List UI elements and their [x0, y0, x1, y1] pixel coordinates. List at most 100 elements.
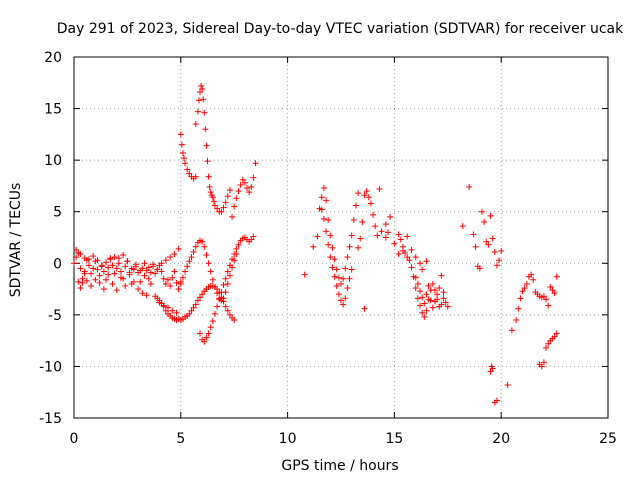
data-point [323, 197, 330, 204]
data-point [77, 285, 84, 292]
data-point [523, 280, 530, 287]
data-point [109, 280, 116, 287]
data-point [412, 274, 419, 281]
data-point [186, 258, 193, 265]
data-point [100, 286, 107, 293]
data-point [329, 264, 336, 271]
data-point [417, 302, 424, 309]
data-point [132, 263, 139, 270]
data-point [77, 251, 84, 258]
data-point [231, 317, 238, 324]
data-point [96, 279, 103, 286]
data-point [314, 233, 321, 240]
data-point [434, 291, 441, 298]
data-point [220, 295, 227, 302]
data-point [252, 160, 259, 167]
data-point [357, 235, 364, 242]
data-point [352, 202, 359, 209]
data-point [211, 310, 218, 317]
data-point [177, 280, 184, 287]
data-point [111, 254, 118, 261]
data-point [169, 274, 176, 281]
data-point [205, 173, 212, 180]
data-point [205, 330, 212, 337]
data-point [139, 290, 146, 297]
data-point [342, 265, 349, 272]
data-point [427, 297, 434, 304]
data-point [77, 265, 84, 272]
data-point [397, 236, 404, 243]
data-point [113, 265, 120, 272]
data-point [162, 280, 169, 287]
data-point [126, 269, 133, 276]
data-point [79, 279, 86, 286]
data-point [94, 257, 101, 264]
data-point [318, 206, 325, 213]
data-point [207, 324, 214, 331]
data-point [504, 381, 511, 388]
x-tick-label: 15 [385, 431, 403, 447]
data-point [128, 265, 135, 272]
data-point [203, 142, 210, 149]
data-point [244, 184, 251, 191]
data-point [182, 268, 189, 275]
data-point [167, 254, 174, 261]
data-point [211, 202, 218, 209]
data-point [429, 304, 436, 311]
data-point [419, 294, 426, 301]
data-point [158, 300, 165, 307]
data-point [83, 277, 90, 284]
data-point [222, 275, 229, 282]
data-point [335, 274, 342, 281]
data-point [178, 141, 185, 148]
data-point [246, 189, 253, 196]
data-point [164, 276, 171, 283]
data-point [551, 333, 558, 340]
data-point [517, 295, 524, 302]
data-point [233, 195, 240, 202]
data-point [229, 256, 236, 263]
data-point [382, 234, 389, 241]
data-point [162, 257, 169, 264]
data-point [203, 252, 210, 259]
data-point [179, 274, 186, 281]
data-point [429, 280, 436, 287]
data-point [395, 231, 402, 238]
data-point [431, 298, 438, 305]
data-point [513, 317, 520, 324]
data-point [205, 260, 212, 267]
data-point [359, 219, 366, 226]
data-point [206, 183, 213, 190]
data-point [202, 126, 209, 133]
data-point [90, 265, 97, 272]
data-point [419, 309, 426, 316]
data-point [201, 338, 208, 345]
data-point [547, 284, 554, 291]
data-point [444, 303, 451, 310]
data-point [412, 285, 419, 292]
data-point [173, 279, 180, 286]
data-point [220, 281, 227, 288]
data-point [350, 216, 357, 223]
data-point [348, 266, 355, 273]
plot-frame [73, 56, 609, 419]
data-point [470, 231, 477, 238]
data-point [109, 262, 116, 269]
data-point [226, 187, 233, 194]
data-point [476, 265, 483, 272]
data-point [487, 212, 494, 219]
data-point [384, 229, 391, 236]
data-point [423, 291, 430, 298]
data-point [408, 246, 415, 253]
data-point [472, 243, 479, 250]
y-tick-label: -10 [39, 359, 62, 375]
data-point [81, 255, 88, 262]
data-point [543, 344, 550, 351]
data-point [158, 260, 165, 267]
data-point [421, 313, 428, 320]
data-point [414, 295, 421, 302]
data-point [342, 295, 349, 302]
x-tick-label: 20 [492, 431, 510, 447]
data-point [346, 243, 353, 250]
y-tick-label: 10 [44, 153, 62, 169]
